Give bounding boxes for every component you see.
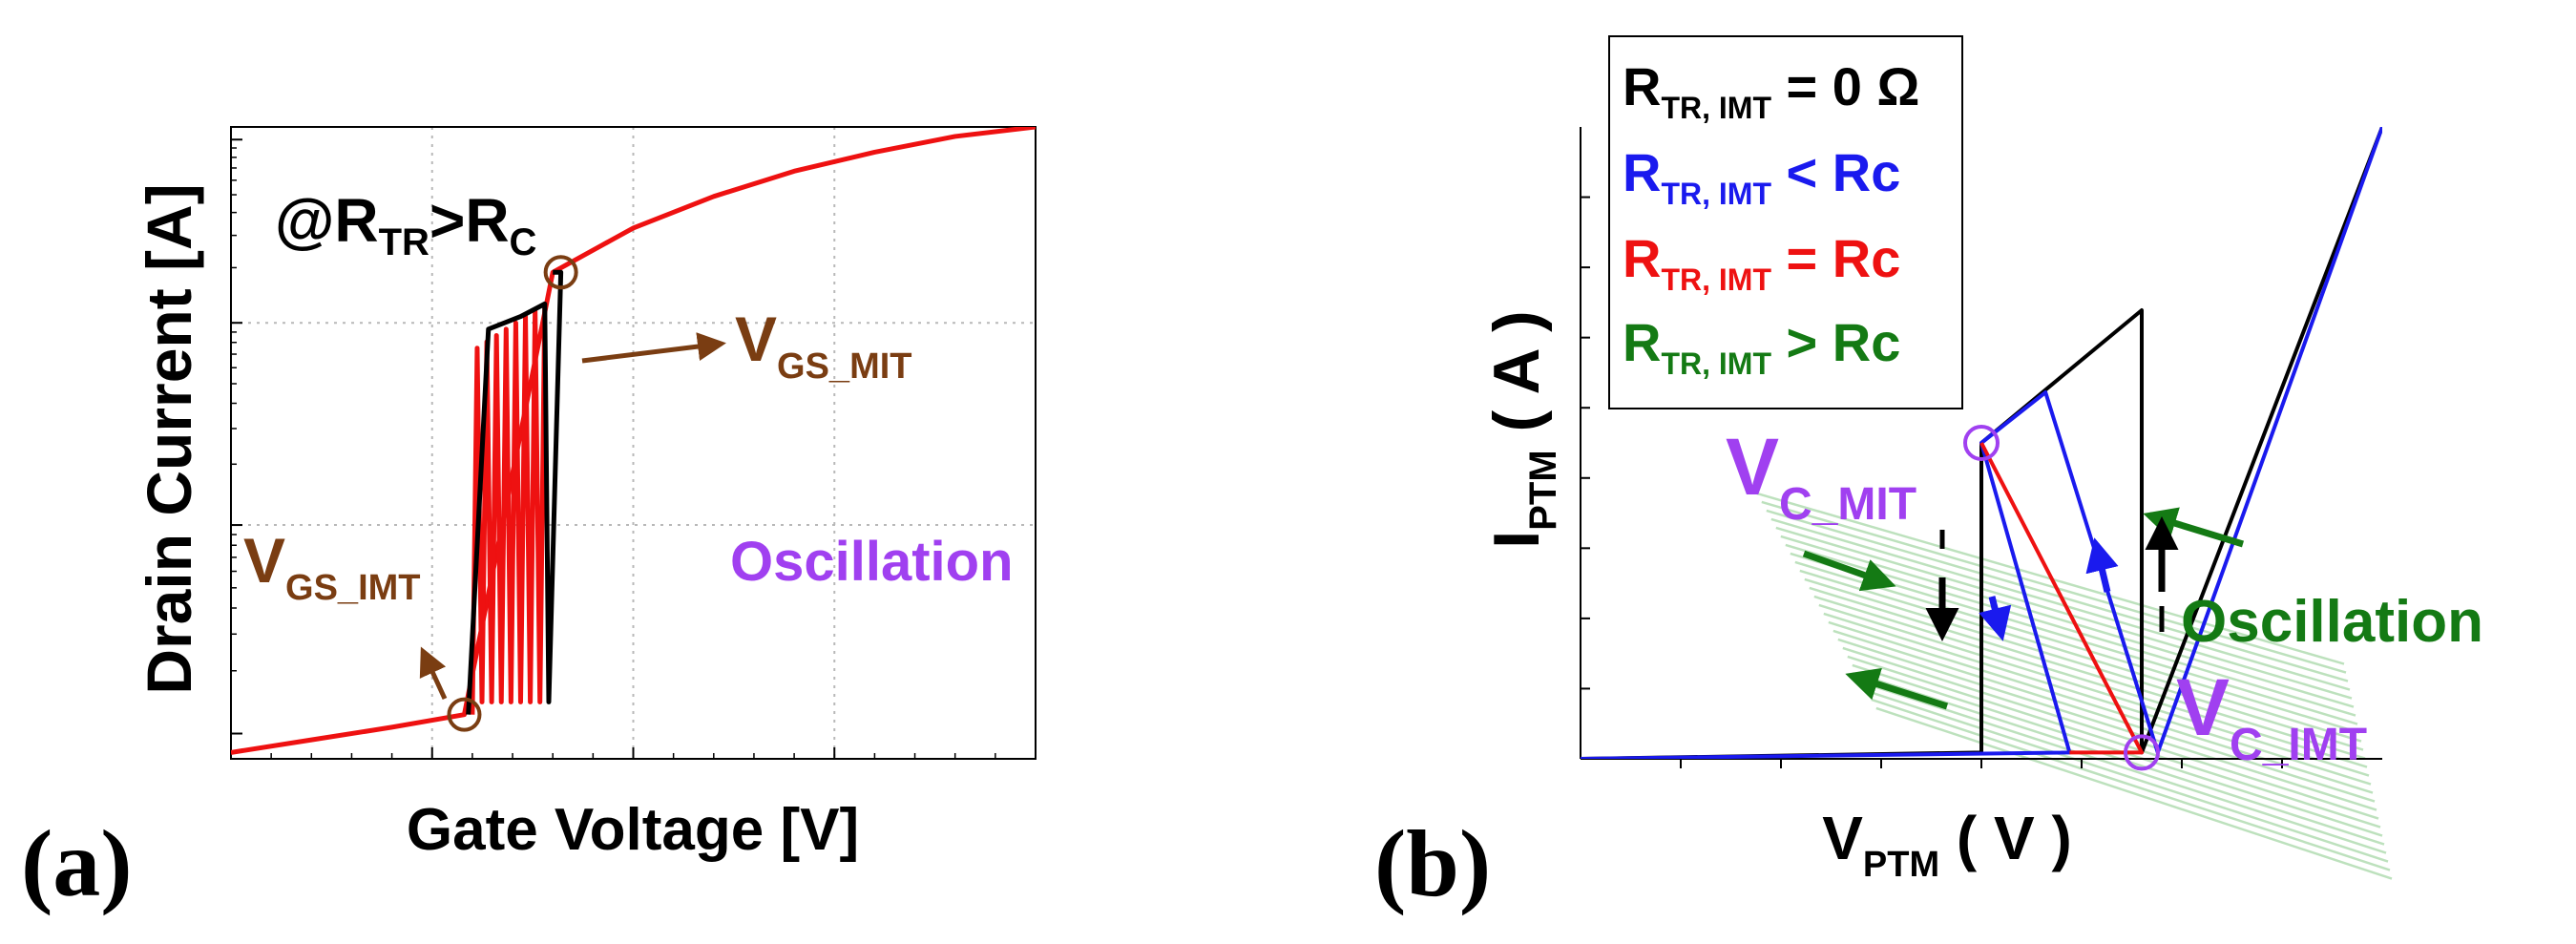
hatch-line — [1766, 509, 2349, 682]
vc-imt-label: VC_IMT — [2176, 662, 2367, 770]
blue-arrow-up — [2085, 537, 2119, 593]
panel-b: RTR, IMT = 0 Ω RTR, IMT < Rc RTR, IMT = … — [1374, 35, 2483, 916]
hatch-line — [1833, 629, 2376, 803]
panel-b-series — [1581, 127, 2382, 759]
vgs-imt-label: VGS_IMT — [243, 525, 421, 608]
legend-box — [1608, 35, 1963, 409]
hatch-line — [1837, 638, 2377, 811]
hatch-line — [1770, 517, 2351, 691]
panel-b-xlabel: VPTM ( V ) — [1822, 804, 2072, 885]
green-arrow-right — [1802, 550, 1896, 592]
green-arrow-left-bottom — [1845, 667, 1949, 710]
panel-a: @RTR>RC VGS_MIT VGS_IMT Oscillation Drai… — [21, 126, 1037, 916]
hatch-line — [1804, 577, 2364, 751]
hatch-line — [1861, 681, 2387, 854]
hatch-line — [1847, 655, 2381, 829]
legend-entry-less: RTR, IMT < Rc — [1623, 142, 1900, 211]
panel-a-oscillation-label: Oscillation — [730, 531, 1014, 593]
vgs-mit-arrow — [581, 332, 726, 364]
legend-entry-equal: RTR, IMT = Rc — [1623, 228, 1900, 297]
panel-a-series-0 — [231, 127, 1036, 755]
panel-a-series-1 — [470, 304, 548, 715]
panel-b-label: (b) — [1374, 810, 1491, 916]
hatch-line — [1875, 706, 2393, 880]
panel-b-oscillation-label: Oscillation — [2181, 589, 2483, 655]
hatch-line — [1823, 612, 2372, 786]
vgs-mit-marker — [543, 255, 578, 290]
panel-a-series-2 — [466, 269, 564, 715]
panel-a-series — [231, 127, 1036, 755]
panel-b-ticks — [1581, 196, 2283, 768]
hatch-line — [1799, 569, 2362, 743]
hatch-line — [1761, 500, 2347, 674]
vgs-imt-marker — [447, 697, 482, 732]
panel-a-ticks — [231, 138, 996, 759]
panel-a-condition: @RTR>RC — [275, 186, 536, 263]
hatch-line — [1809, 586, 2366, 760]
panel-b-series-2 — [1979, 442, 2144, 755]
hatch-line — [1866, 689, 2389, 863]
panel-a-markers — [447, 255, 578, 732]
hatch-line — [1842, 646, 2379, 820]
panel-b-ylabel: IPTM ( A ) — [1480, 310, 1564, 548]
panel-a-label: (a) — [21, 810, 133, 916]
vgs-imt-arrow — [419, 646, 448, 701]
vc-mit-marker — [1963, 425, 2000, 461]
legend-entry-greater: RTR, IMT > Rc — [1623, 312, 1900, 381]
panel-a-xlabel: Gate Voltage [V] — [407, 797, 859, 863]
vc-imt-marker — [2124, 734, 2160, 771]
hatch-line — [1818, 603, 2370, 777]
panel-b-markers — [1963, 425, 2160, 771]
panel-a-ylabel: Drain Current [A] — [134, 183, 204, 694]
hatch-line — [1871, 698, 2391, 871]
hatch-line — [1775, 526, 2353, 700]
blue-arrow-down — [1979, 596, 2012, 641]
legend-entry-zero: RTR, IMT = 0 Ω — [1623, 56, 1919, 125]
hatch-line — [1852, 663, 2383, 837]
vc-mit-label: VC_MIT — [1726, 422, 1916, 530]
hatch-line — [1813, 595, 2368, 768]
vgs-mit-label: VGS_MIT — [735, 304, 912, 387]
panel-b-series-1 — [1581, 127, 2382, 759]
panel-b-legend: RTR, IMT = 0 Ω RTR, IMT < Rc RTR, IMT = … — [1608, 35, 1963, 409]
